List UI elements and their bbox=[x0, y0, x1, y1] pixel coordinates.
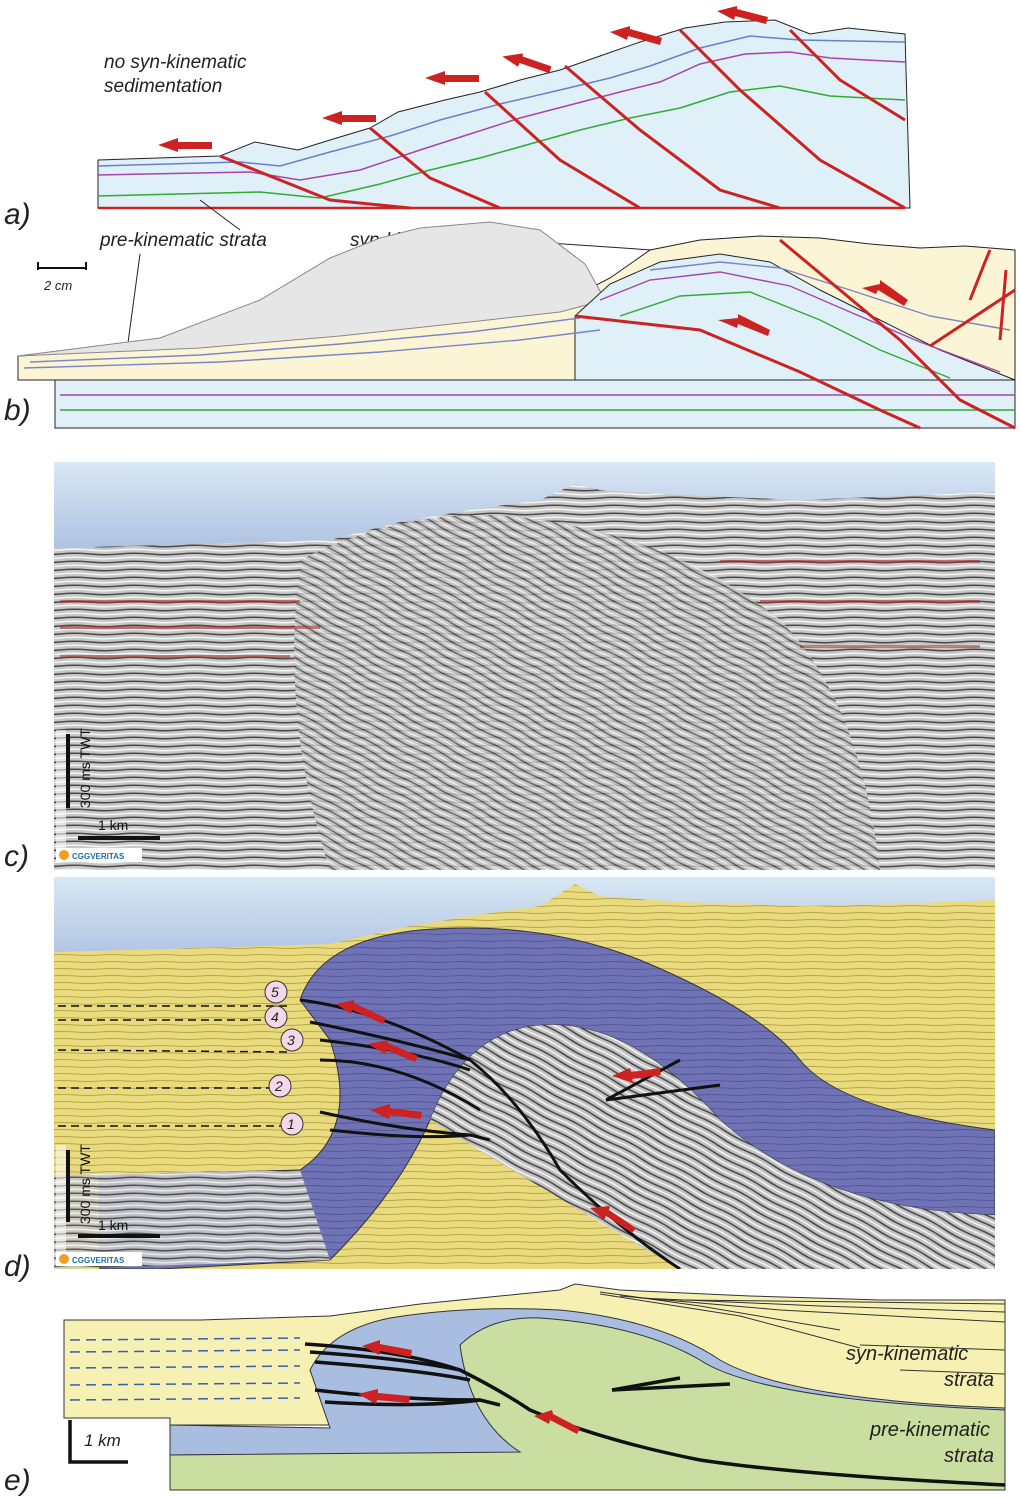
panel-a-arrows bbox=[158, 6, 768, 152]
panel-a-annotation-line1: no syn-kinematic bbox=[104, 52, 247, 73]
panel-d bbox=[54, 877, 995, 1269]
panel-d-distance-label: 1 km bbox=[98, 1217, 128, 1233]
panel-b-base bbox=[54, 379, 1016, 429]
panel-c bbox=[54, 462, 995, 870]
panel-a-markers bbox=[97, 35, 906, 199]
panel-c-label: c) bbox=[4, 840, 29, 873]
panel-d-time-scale-label: 300 ms TWT bbox=[77, 1144, 93, 1224]
fault-label-4-text: 4 bbox=[271, 1009, 279, 1025]
panel-d-pre-blue bbox=[99, 927, 995, 1269]
panel-b-label: b) bbox=[4, 394, 31, 427]
model-scale-bar: 2 cm bbox=[37, 262, 87, 293]
panel-c-logo: CGGVERITAS bbox=[56, 848, 142, 862]
panel-c-time-scale-label: 300 ms TWT bbox=[77, 728, 93, 808]
fault-label-2: 2 bbox=[268, 1074, 292, 1098]
panel-e-core-green bbox=[169, 1317, 1006, 1491]
fault-label-2-text: 2 bbox=[274, 1078, 283, 1094]
panel-a-label: a) bbox=[4, 198, 31, 231]
panel-e-syn-label-line2: strata bbox=[944, 1369, 994, 1391]
panel-b: b) bbox=[4, 221, 1016, 430]
panel-b-faults bbox=[574, 238, 1016, 430]
panel-e: 1 km syn-kinematic strata pre-kinematic … bbox=[4, 1283, 1006, 1497]
fault-label-1: 1 bbox=[280, 1112, 304, 1136]
panel-e-pre-label-line2: strata bbox=[944, 1445, 994, 1467]
fault-label-5-text: 5 bbox=[271, 984, 279, 1000]
panel-e-scale-label: 1 km bbox=[84, 1431, 121, 1450]
panel-e-dashed-horizons bbox=[69, 1337, 301, 1401]
panel-b-markers bbox=[23, 261, 1015, 411]
panel-d-core-seismic bbox=[430, 1024, 995, 1269]
panel-e-syn-label-line1: syn-kinematic bbox=[846, 1343, 968, 1365]
panel-a: no syn-kinematic sedimentation a) bbox=[4, 6, 911, 231]
fault-label-1-text: 1 bbox=[287, 1116, 295, 1132]
panel-d-arrows bbox=[336, 1000, 661, 1233]
fault-label-4: 4 bbox=[264, 1005, 288, 1029]
panel-e-scale-bar: 1 km bbox=[68, 1420, 128, 1464]
panel-e-label: e) bbox=[4, 1464, 31, 1497]
panel-d-overlay: 5 4 3 2 1 300 ms TWT 1 km CGGVERITAS d) bbox=[4, 980, 304, 1283]
fault-label-3-text: 3 bbox=[287, 1032, 295, 1048]
panel-e-pre-label-line1: pre-kinematic bbox=[869, 1419, 990, 1441]
panel-d-logo: CGGVERITAS bbox=[56, 1252, 142, 1266]
panel-c-logo-text: CGGVERITAS bbox=[72, 852, 125, 861]
panel-a-faults bbox=[98, 28, 906, 210]
panel-d-logo-text: CGGVERITAS bbox=[72, 1256, 125, 1265]
panel-c-overlay: 300 ms TWT 1 km CGGVERITAS c) bbox=[4, 728, 160, 873]
panel-b-gray-wedge bbox=[17, 221, 606, 357]
panel-b-arrows bbox=[718, 280, 908, 336]
panel-c-fold bbox=[294, 515, 880, 870]
panel-e-strata-lines bbox=[599, 1291, 1006, 1375]
panel-a-strata bbox=[97, 19, 911, 209]
model-scale-label: 2 cm bbox=[43, 278, 72, 293]
fault-label-5: 5 bbox=[264, 980, 288, 1004]
panel-c-distance-label: 1 km bbox=[98, 817, 128, 833]
panel-d-label: d) bbox=[4, 1250, 31, 1283]
panel-a-annotation-line2: sedimentation bbox=[104, 76, 222, 97]
panel-e-arrows bbox=[358, 1340, 580, 1434]
fault-label-3: 3 bbox=[280, 1028, 304, 1052]
panel-c-amplitudes bbox=[60, 560, 980, 658]
pre-kinematic-label: pre-kinematic strata bbox=[99, 230, 267, 251]
